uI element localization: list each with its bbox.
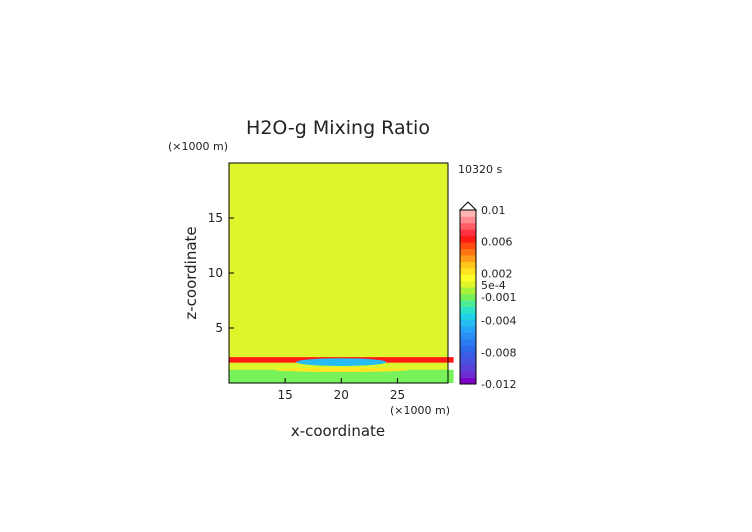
time-label: 10320 s (458, 163, 502, 176)
colorbar-swatch (460, 332, 476, 340)
colorbar-swatch (460, 210, 476, 217)
colorbar-label: -0.001 (481, 291, 516, 304)
colorbar-swatch (460, 248, 476, 256)
colorbar-label: -0.012 (481, 378, 516, 391)
x-tick-label: 25 (390, 388, 405, 402)
colorbar-swatch (460, 371, 476, 378)
colorbar-swatch (460, 268, 476, 275)
colorbar-label: 0.01 (481, 204, 506, 217)
y-tick-label: 10 (208, 266, 223, 280)
colorbar-frame (459, 209, 477, 385)
colorbar-swatch (460, 319, 476, 327)
x-unit-label: (×1000 m) (390, 404, 450, 417)
x-axis: 15 20 25 (278, 378, 405, 402)
colorbar-label: 0.002 (481, 267, 513, 280)
colorbar-label: 5e-4 (481, 279, 506, 292)
chart-title: H2O-g Mixing Ratio (246, 117, 430, 139)
colorbar-swatch (460, 358, 476, 366)
x-tick-label: 15 (278, 388, 293, 402)
colorbar-swatch (460, 216, 476, 224)
colorbar-swatch (460, 242, 476, 250)
colorbar-swatch (460, 255, 476, 262)
x-tick-label: 20 (334, 388, 349, 402)
colorbar-swatch (460, 326, 476, 333)
y-unit-label: (×1000 m) (168, 140, 228, 153)
colorbar-swatch (460, 287, 476, 295)
plot-area (228, 162, 454, 384)
plot-background (229, 163, 448, 383)
feature-dry-core (296, 358, 387, 366)
colorbar-swatch (460, 338, 476, 346)
colorbar-swatch (460, 364, 476, 372)
colorbar-swatch (460, 229, 476, 237)
colorbar-swatch (460, 351, 476, 359)
colorbar-swatch (460, 377, 476, 385)
colorbar-swatch (460, 235, 476, 243)
colorbar-swatch (460, 280, 476, 288)
feature-mid-band (273, 367, 409, 372)
y-tick-label: 5 (215, 321, 223, 335)
colorbar-swatch (460, 300, 476, 308)
colorbar-swatch (460, 222, 476, 230)
y-tick-label: 15 (208, 211, 223, 225)
colorbar-swatch (460, 293, 476, 301)
y-axis-label: z-coordinate (182, 226, 200, 319)
colorbar-label: -0.004 (481, 315, 516, 328)
y-axis: 5 10 15 (208, 211, 234, 335)
x-axis-label: x-coordinate (291, 422, 385, 440)
colorbar-swatch (460, 313, 476, 320)
colorbar-label: 0.006 (481, 236, 513, 249)
colorbar-swatch (460, 345, 476, 353)
colorbar-swatch (460, 306, 476, 314)
colorbar-swatch (460, 261, 476, 269)
colorbar-swatch (460, 274, 476, 282)
colorbar-label: -0.008 (481, 346, 516, 359)
colorbar-extend-arrow (458, 201, 478, 211)
